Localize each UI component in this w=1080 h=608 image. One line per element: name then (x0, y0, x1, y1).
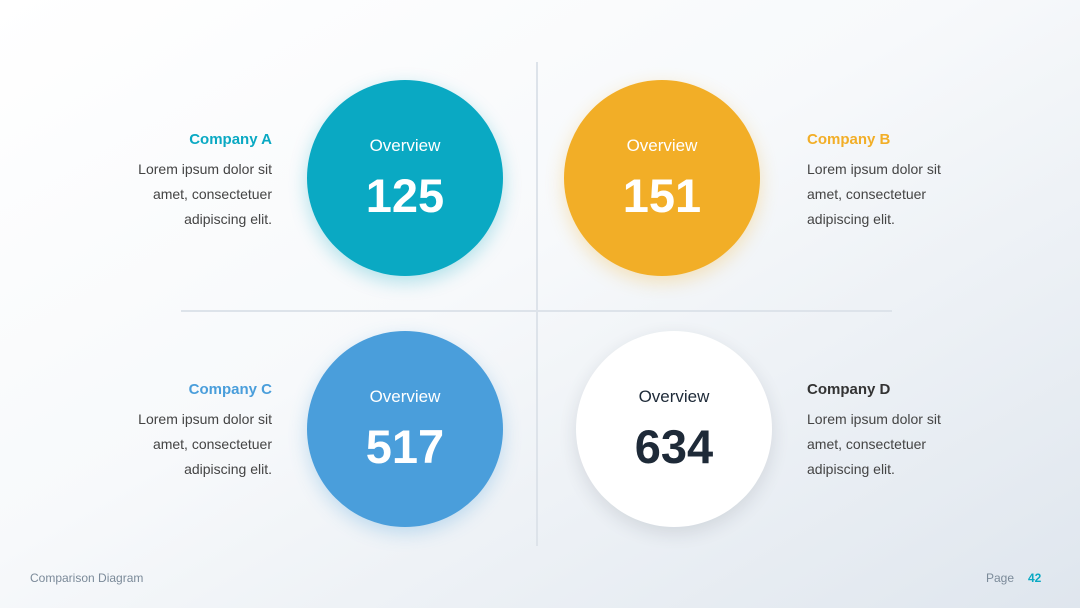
overview-circle: Overview 634 (576, 331, 772, 527)
description-line: amet, consectetuer (807, 186, 927, 202)
horizontal-divider (181, 310, 892, 312)
description-line: adipiscing elit. (184, 461, 272, 477)
company-name: Company A (189, 131, 272, 148)
circle-value: 634 (634, 420, 714, 473)
description-line: Lorem ipsum dolor sit (807, 161, 941, 177)
vertical-divider (536, 62, 538, 546)
company-name: Company C (188, 381, 272, 398)
description-line: amet, consectetuer (807, 436, 927, 452)
company-name: Company D (807, 381, 891, 398)
description-line: Lorem ipsum dolor sit (807, 411, 941, 427)
page-number: 42 (1028, 571, 1042, 585)
footer-title: Comparison Diagram (30, 571, 144, 585)
description-line: adipiscing elit. (807, 461, 895, 477)
overview-circle: Overview 151 (564, 80, 760, 276)
description-line: adipiscing elit. (807, 211, 895, 227)
circle-label: Overview (369, 136, 441, 155)
overview-circle: Overview 517 (307, 331, 503, 527)
circle-value: 125 (365, 169, 445, 222)
description-line: adipiscing elit. (184, 211, 272, 227)
description-line: amet, consectetuer (152, 436, 272, 452)
description-line: Lorem ipsum dolor sit (138, 411, 272, 427)
circle-value: 151 (622, 169, 702, 222)
circle-label: Overview (626, 136, 698, 155)
overview-circle: Overview 125 (307, 80, 503, 276)
company-name: Company B (807, 131, 891, 148)
circle-label: Overview (369, 387, 441, 406)
page-label: Page (986, 571, 1015, 585)
description-line: amet, consectetuer (152, 186, 272, 202)
circle-label: Overview (638, 387, 710, 406)
description-line: Lorem ipsum dolor sit (138, 161, 272, 177)
circle-value: 517 (365, 420, 445, 473)
